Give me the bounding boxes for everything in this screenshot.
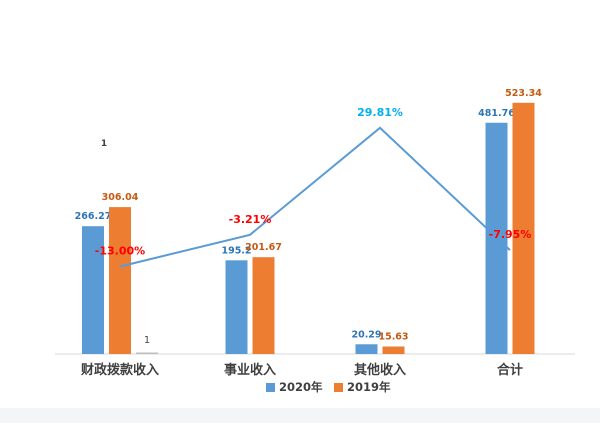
legend-label: 2020年 xyxy=(279,380,323,394)
growth-label: -3.21% xyxy=(229,213,272,226)
bar-value-label: 523.34 xyxy=(505,88,542,99)
bar-series-2 xyxy=(512,102,535,354)
growth-label: -13.00% xyxy=(95,245,145,258)
growth-label: 29.81% xyxy=(357,106,403,119)
bar-series-1 xyxy=(225,260,248,354)
growth-label: -7.95% xyxy=(489,228,532,241)
legend-swatch xyxy=(266,383,275,392)
category-label: 财政拨款收入 xyxy=(81,362,159,378)
bar-value-label: 15.63 xyxy=(378,331,408,342)
bar-value-label: 20.29 xyxy=(351,329,381,340)
bar-extra-label: 1 xyxy=(144,335,150,346)
bar-extra xyxy=(136,352,158,354)
bar-value-label: 201.67 xyxy=(245,242,282,253)
bar-series-1 xyxy=(82,226,104,354)
bar-value-label: 306.04 xyxy=(102,192,139,203)
growth-line xyxy=(119,126,511,268)
bar-series-1 xyxy=(355,344,378,354)
bar-value-label: 195.2 xyxy=(221,245,251,256)
bar-series-2 xyxy=(252,257,275,354)
bar-value-label: 481.76 xyxy=(478,108,515,119)
legend-swatch xyxy=(334,383,343,392)
bar-series-2 xyxy=(382,346,405,354)
bar-value-label: 266.27 xyxy=(75,211,112,222)
stray-label: 1 xyxy=(101,139,107,149)
legend-label: 2019年 xyxy=(347,380,391,394)
category-label: 事业收入 xyxy=(224,362,276,378)
category-label: 其他收入 xyxy=(354,362,406,378)
bar-series-2 xyxy=(109,207,131,354)
bottom-band xyxy=(0,408,600,423)
category-label: 合计 xyxy=(497,362,523,378)
